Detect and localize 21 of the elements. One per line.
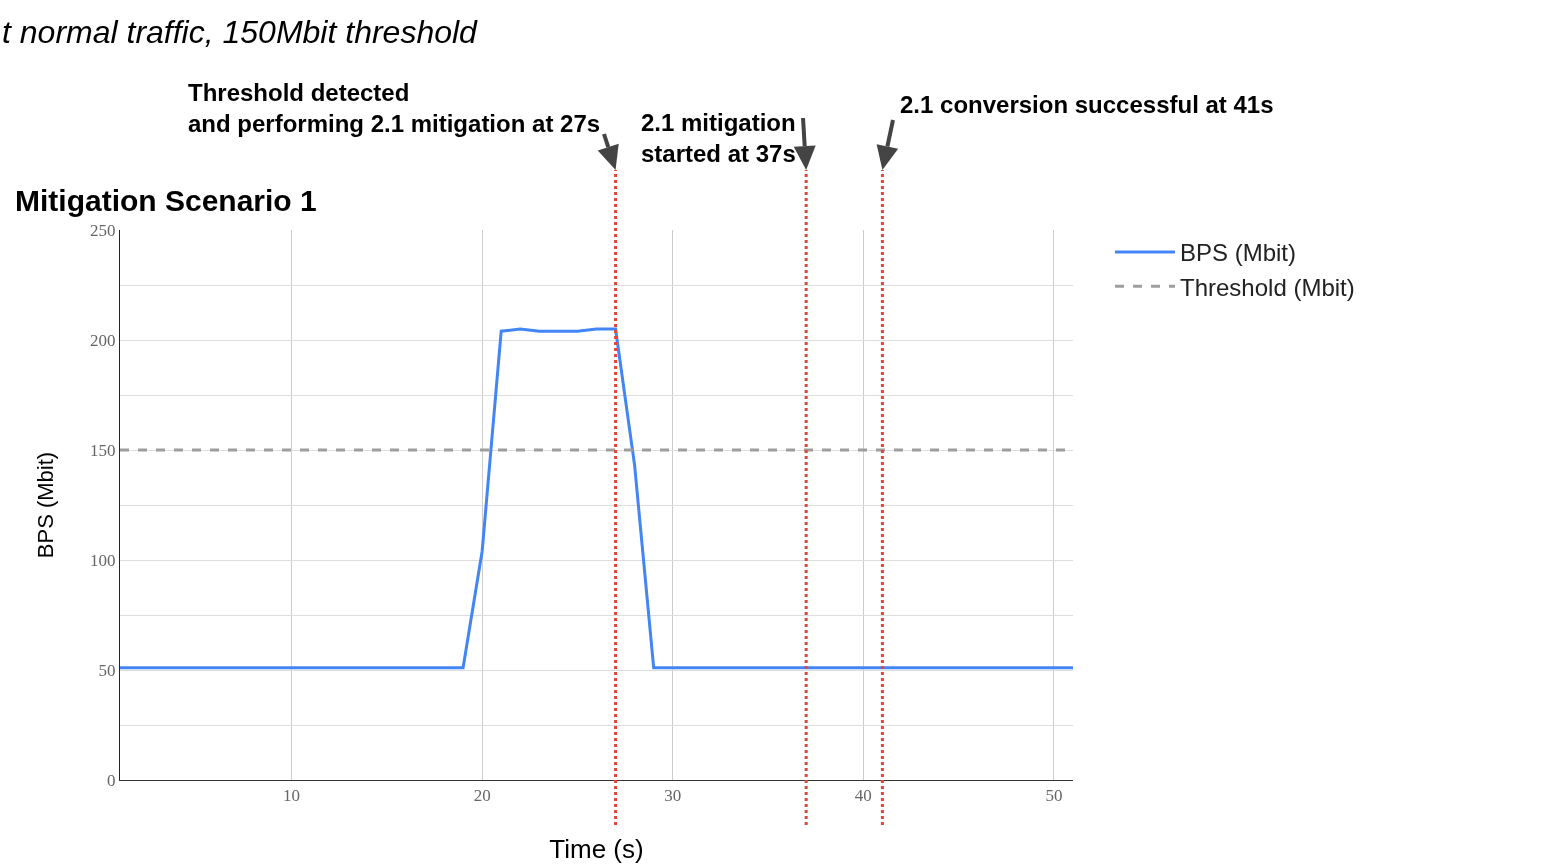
y-tick-label: 150 [90,440,116,460]
x-axis-title: Time (s) [549,834,644,864]
chart-title: Mitigation Scenario 1 [15,183,317,217]
legend-label: BPS (Mbit) [1180,239,1297,267]
y-tick-label: 100 [90,550,116,570]
text: t normal traffic, 150Mbit threshold [2,14,479,50]
y-tick-label: 250 [90,220,116,240]
line-series [120,327,1073,670]
y-tick-label: 50 [98,660,116,680]
x-tick-label: 10 [283,786,301,806]
x-tick-label: 40 [854,786,872,806]
ref-line-label: Threshold detected and performing 2.1 mitigation at 27s [188,79,601,138]
y-tick-label: 0 [107,770,116,790]
ref-line-label: 2.1 mitigation started at 37s [641,109,796,168]
ref-line-label: 2.1 conversion successful at 41s [900,91,1274,118]
y-axis-title: BPS (Mbit) [32,451,58,559]
y-tick-label: 200 [90,330,116,350]
legend-label: Threshold (Mbit) [1180,273,1355,301]
x-tick-label: 20 [473,786,491,806]
x-tick-label: 50 [1045,786,1063,806]
x-tick-label: 30 [664,786,682,806]
